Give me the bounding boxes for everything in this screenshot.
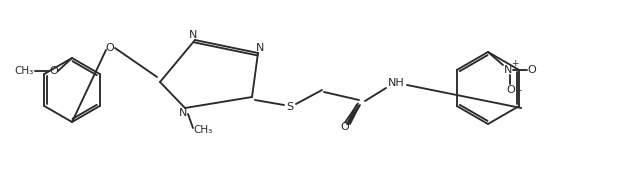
Text: CH₃: CH₃ [193,125,213,135]
Text: NH: NH [387,78,404,88]
Text: N: N [504,65,512,75]
Text: O: O [507,85,515,95]
Text: O: O [528,65,536,75]
Text: +: + [511,59,519,69]
Text: CH₃: CH₃ [14,66,33,76]
Text: S: S [286,102,294,112]
Text: N: N [179,108,187,118]
Text: O: O [341,122,349,132]
Text: −: − [514,85,522,95]
Text: O: O [49,66,59,76]
Text: N: N [189,30,197,40]
Text: N: N [256,43,264,53]
Text: O: O [106,43,114,53]
